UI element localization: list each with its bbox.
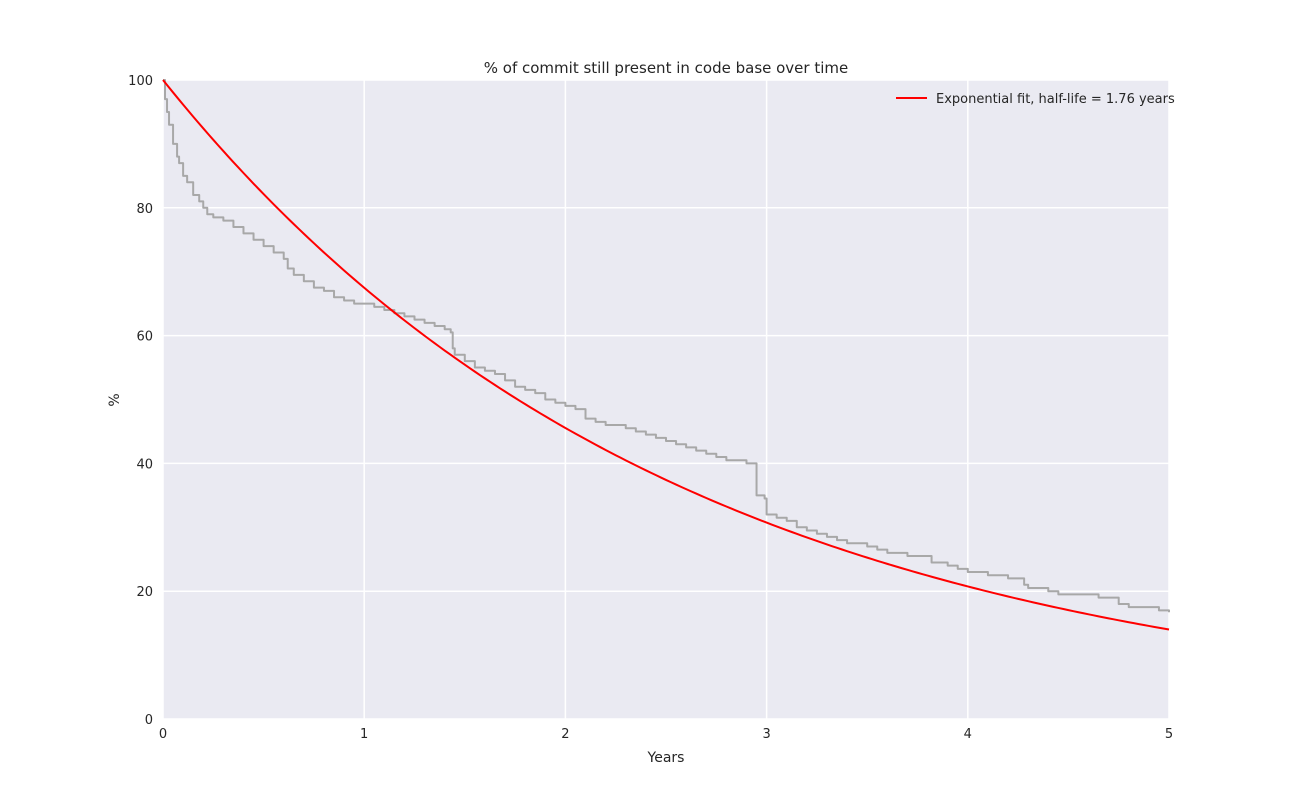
chart-title: % of commit still present in code base o… (484, 59, 848, 77)
y-tick-label: 60 (136, 330, 153, 345)
x-tick-label: 4 (964, 727, 972, 742)
legend-label-exponential-fit: Exponential fit, half-life = 1.76 years (936, 92, 1175, 107)
y-tick-label: 0 (145, 713, 153, 728)
legend: Exponential fit, half-life = 1.76 years (896, 92, 1175, 107)
x-tick-label: 3 (762, 727, 770, 742)
x-axis-title: Years (647, 750, 685, 766)
series-line-exponential-fit (162, 79, 1170, 631)
y-tick-label: 20 (136, 585, 153, 600)
series-line-observed (163, 79, 1170, 613)
x-tick-label: 2 (561, 727, 569, 742)
plot-background (163, 80, 1169, 719)
x-tick-label: 0 (159, 727, 167, 742)
x-tick-labels: 0 1 2 3 4 5 (159, 727, 1173, 742)
gridlines (162, 79, 1170, 720)
y-tick-label: 80 (136, 202, 153, 217)
y-axis-title: % (107, 393, 123, 406)
series-layer (162, 79, 1170, 631)
x-tick-label: 1 (360, 727, 368, 742)
y-tick-label: 40 (136, 457, 153, 472)
y-tick-labels: 0 20 40 60 80 100 (128, 74, 153, 728)
y-tick-label: 100 (128, 74, 153, 89)
x-tick-label: 5 (1165, 727, 1173, 742)
